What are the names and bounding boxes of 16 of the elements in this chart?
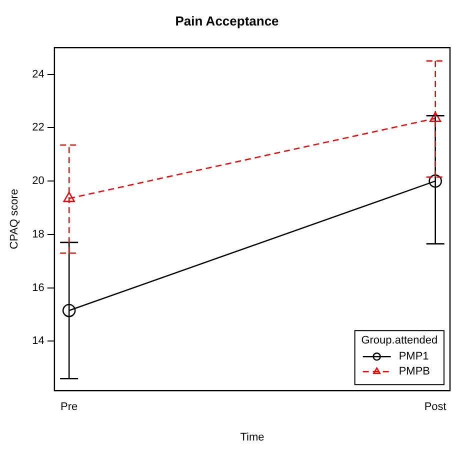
y-tick-label: 20 <box>32 175 44 188</box>
x-tick-label: Post <box>424 401 446 414</box>
legend-title: Group.attended <box>361 334 438 347</box>
y-tick-label: 18 <box>32 228 44 240</box>
point <box>62 304 76 318</box>
x-axis-title: Time <box>240 431 264 444</box>
y-tick-label: 22 <box>32 122 44 134</box>
legend-label: PMP1 <box>398 350 429 363</box>
chart-title: Pain Acceptance <box>175 13 279 28</box>
point <box>428 174 442 188</box>
legend-label: PMPB <box>398 366 430 378</box>
y-tick-label: 16 <box>32 282 44 294</box>
y-tick-label: 14 <box>32 335 44 348</box>
y-tick-label: 24 <box>32 68 44 80</box>
x-tick-label: Pre <box>60 401 78 414</box>
y-axis-title: CPAQ score <box>8 188 21 250</box>
